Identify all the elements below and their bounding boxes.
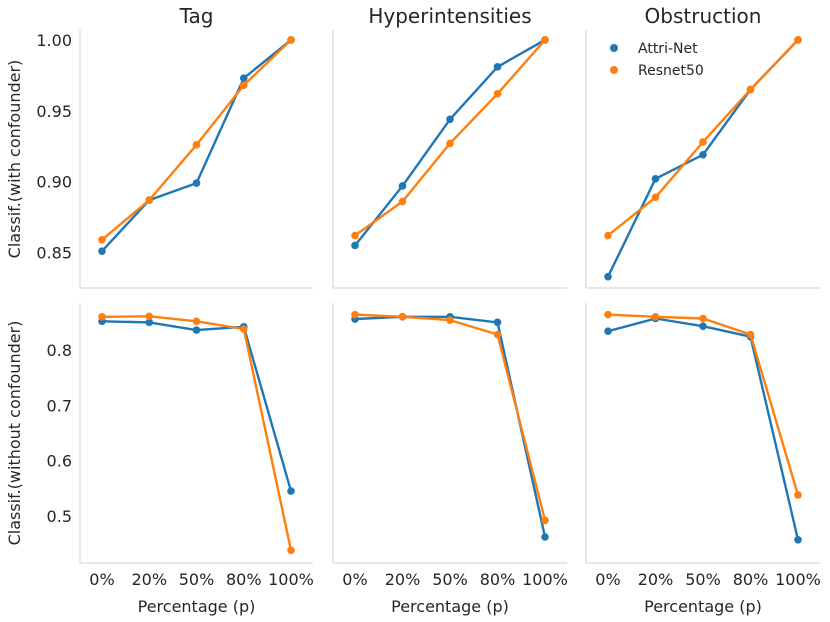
r1-hyperintensities-xtick-label: 20%	[385, 570, 421, 589]
r0-obstruction-resnet50-point	[651, 193, 660, 202]
row-0-ytick-label: 0.95	[36, 102, 72, 121]
r1-hyperintensities-resnet50-line	[354, 313, 547, 521]
panel-title-tag: Tag	[179, 4, 214, 28]
r1-obstruction-xtick-label: 20%	[638, 570, 674, 589]
r1-obstruction-resnet50-point	[604, 310, 612, 319]
row-1-ylabel: Classif.(without confounder)	[5, 321, 24, 546]
r1-hyperintensities-resnet50-point	[446, 316, 454, 324]
r1-obstruction-xtick-label: 0%	[595, 570, 620, 589]
r1-obstruction-xtick-label: 80%	[733, 570, 769, 589]
r0-hyperintensities-attri-net-point	[493, 63, 502, 71]
r0-hyperintensities-attri-net-point	[351, 241, 359, 250]
legend-label-resnet50: Resnet50	[638, 63, 704, 79]
r0-hyperintensities-resnet50-point	[493, 89, 502, 98]
r1-obstruction-resnet50-line	[607, 313, 800, 496]
row-1-ytick-label: 0.7	[47, 396, 72, 415]
r0-tag-resnet50-point	[192, 141, 201, 149]
r1-hyperintensities-attri-net-point	[541, 533, 549, 541]
r0-hyperintensities-attri-net-point	[446, 115, 454, 124]
r1-tag-attri-net-line	[101, 320, 293, 492]
r0-tag-resnet50-point	[98, 236, 106, 244]
r1-hyperintensities-resnet50-point	[351, 310, 359, 319]
r1-hyperintensities-xtick-label: 50%	[432, 570, 468, 589]
r1-tag-resnet50-point	[192, 317, 201, 326]
r0-hyperintensities-resnet50-point	[398, 197, 407, 206]
r1-obstruction-xtick-label: 100%	[775, 570, 821, 589]
r0-obstruction-attri-net-point	[604, 272, 612, 281]
r1-tag-resnet50-point	[98, 313, 106, 321]
r1-tag-xtick-label: 0%	[89, 570, 114, 589]
r1-tag-resnet50-point	[145, 312, 154, 321]
r1-tag-xtick-label: 50%	[179, 570, 215, 589]
r1-hyperintensities-attri-net-line	[354, 315, 547, 538]
r1-obstruction-attri-net-line	[607, 317, 800, 541]
r0-obstruction-resnet50-point	[794, 36, 802, 44]
r1-obstruction-resnet50-point	[794, 491, 802, 499]
row-0-ytick-label: 0.85	[36, 244, 72, 263]
r1-obstruction-resnet50-point	[699, 314, 707, 323]
r1-tag-attri-net-point	[287, 487, 295, 495]
r1-obstruction-resnet50-point	[651, 313, 660, 321]
r1-hyperintensities-xtick-label: 80%	[480, 570, 516, 589]
r0-obstruction-resnet50-point	[604, 231, 612, 240]
r0-tag-attri-net-point	[98, 247, 106, 255]
r1-hyperintensities-resnet50-point	[541, 516, 549, 525]
r1-obstruction-resnet50-point	[746, 330, 755, 339]
panel-title-hyperintensities: Hyperintensities	[368, 4, 531, 28]
r1-hyperintensities-xtick-label: 100%	[522, 570, 568, 589]
legend-marker-resnet50	[610, 66, 618, 74]
xlabel-hyperintensities: Percentage (p)	[391, 597, 509, 616]
r0-hyperintensities-resnet50-point	[351, 231, 359, 240]
r1-obstruction-attri-net-point	[604, 327, 612, 336]
r1-hyperintensities-resnet50-point	[398, 313, 407, 321]
legend-label-attri-net: Attri-Net	[638, 41, 698, 57]
xlabel-obstruction: Percentage (p)	[644, 597, 762, 616]
r1-hyperintensities-resnet50-point	[493, 330, 502, 339]
r0-hyperintensities-attri-net-point	[398, 182, 407, 190]
r0-tag-resnet50-point	[287, 36, 295, 44]
row-0-ytick-label: 1.00	[36, 31, 72, 50]
xlabel-tag: Percentage (p)	[138, 597, 256, 616]
r1-tag-resnet50-point	[239, 325, 248, 333]
r1-hyperintensities-xtick-label: 0%	[342, 570, 367, 589]
r0-tag-resnet50-point	[145, 196, 154, 204]
r0-obstruction-attri-net-point	[699, 150, 707, 159]
row-1-ytick-label: 0.5	[47, 507, 72, 526]
r1-tag-attri-net-point	[145, 318, 154, 327]
r0-obstruction-resnet50-point	[746, 85, 755, 94]
row-0-ylabel: Classif.(with confounder)	[5, 60, 24, 259]
row-1-ytick-label: 0.8	[47, 341, 72, 360]
panels-layer: 0.85 0.90 0.95 1.00 0.5 0.6 0.7 0.8 0% 20% 50% 80% 1…	[36, 30, 821, 589]
r1-obstruction-attri-net-point	[699, 322, 707, 331]
r0-obstruction-resnet50-point	[699, 138, 707, 146]
r0-hyperintensities-resnet50-point	[541, 36, 549, 44]
r0-tag-attri-net-point	[239, 74, 248, 82]
r0-tag-resnet50-point	[239, 81, 248, 90]
r0-obstruction-attri-net-point	[651, 175, 660, 183]
r1-obstruction-xtick-label: 50%	[685, 570, 721, 589]
r1-tag-resnet50-line	[101, 315, 293, 551]
r1-tag-resnet50-point	[287, 546, 295, 555]
legend: Attri-Net Resnet50	[610, 41, 704, 79]
r0-hyperintensities-resnet50-line	[354, 39, 546, 237]
r1-tag-xtick-label: 20%	[131, 570, 167, 589]
r0-tag-resnet50-line	[101, 39, 292, 241]
r1-tag-attri-net-point	[192, 326, 201, 334]
r0-tag-attri-net-point	[192, 179, 201, 187]
legend-marker-attri-net	[610, 44, 618, 52]
panel-title-obstruction: Obstruction	[645, 4, 762, 28]
r1-tag-xtick-label: 80%	[226, 570, 262, 589]
r1-tag-xtick-label: 100%	[268, 570, 314, 589]
r0-hyperintensities-resnet50-point	[446, 139, 454, 148]
r1-obstruction-attri-net-point	[794, 535, 802, 544]
row-0-ytick-label: 0.90	[36, 173, 72, 192]
row-1-ytick-label: 0.6	[47, 452, 72, 471]
r1-hyperintensities-attri-net-point	[493, 318, 502, 327]
